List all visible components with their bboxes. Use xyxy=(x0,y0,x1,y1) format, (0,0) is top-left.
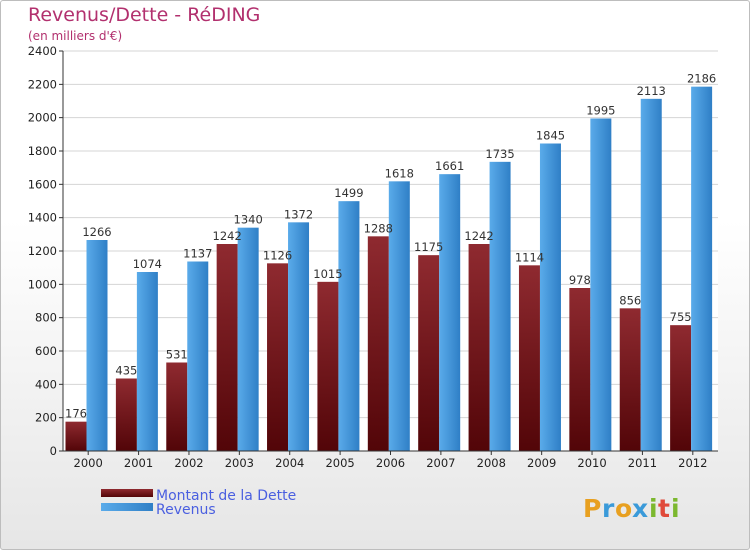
bar-dette xyxy=(367,236,389,451)
x-tick-label: 2005 xyxy=(325,456,354,470)
bar-revenus xyxy=(489,161,511,452)
x-tick-label: 2012 xyxy=(678,456,707,470)
chart-subtitle: (en milliers d'€) xyxy=(28,29,123,43)
data-label-dette: 1015 xyxy=(313,267,342,281)
legend-label-revenus: Revenus xyxy=(156,502,216,518)
y-tick-label: 1000 xyxy=(28,277,57,291)
y-tick-label: 2200 xyxy=(28,77,57,91)
x-tick-label: 2000 xyxy=(74,456,103,470)
data-label-revenus: 2186 xyxy=(687,72,716,86)
logo-letter: r xyxy=(602,494,615,523)
x-tick-label: 2011 xyxy=(628,456,657,470)
bar-revenus xyxy=(86,240,108,451)
y-tick-label: 2000 xyxy=(28,111,57,125)
bar-dette xyxy=(418,255,440,451)
data-label-revenus: 1618 xyxy=(385,166,414,180)
legend-label-debt: Montant de la Dette xyxy=(156,488,296,504)
bars xyxy=(65,86,713,452)
bar-dette xyxy=(65,421,87,451)
bar-revenus xyxy=(590,118,612,451)
bar-revenus xyxy=(338,201,360,451)
x-tick-label: 2008 xyxy=(477,456,506,470)
data-label-revenus: 1995 xyxy=(586,104,615,118)
bar-dette xyxy=(518,265,540,451)
data-label-revenus: 1340 xyxy=(234,213,263,227)
legend: Montant de la Dette Revenus xyxy=(101,488,296,518)
bar-dette xyxy=(317,281,339,451)
bar-revenus xyxy=(539,143,561,451)
bar-revenus xyxy=(640,98,662,451)
bar-dette xyxy=(468,244,490,451)
y-tick-label: 800 xyxy=(35,311,57,325)
data-label-revenus: 1499 xyxy=(334,186,363,200)
logo-letter: i xyxy=(649,494,658,523)
data-label-dette: 1126 xyxy=(263,248,292,262)
logo-letter: i xyxy=(671,494,680,523)
data-label-dette: 1242 xyxy=(213,229,242,243)
bar-dette xyxy=(115,378,137,451)
data-label-revenus: 1266 xyxy=(82,225,111,239)
logo-letter: x xyxy=(632,494,648,523)
x-tick-label: 2010 xyxy=(577,456,606,470)
data-label-revenus: 1845 xyxy=(536,129,565,143)
bar-dette xyxy=(619,308,641,451)
data-label-dette: 978 xyxy=(569,273,591,287)
data-label-dette: 435 xyxy=(115,364,137,378)
data-label-revenus: 2113 xyxy=(637,84,666,98)
bar-dette xyxy=(267,263,289,451)
bar-revenus xyxy=(439,174,461,451)
logo-letter: P xyxy=(583,494,601,523)
data-label-dette: 1175 xyxy=(414,240,443,254)
y-tick-label: 600 xyxy=(35,344,57,358)
data-label-dette: 1242 xyxy=(464,229,493,243)
x-tick-label: 2002 xyxy=(174,456,203,470)
logo-letter: o xyxy=(615,494,632,523)
data-label-dette: 531 xyxy=(166,348,188,362)
legend-swatch-revenus xyxy=(101,503,153,511)
proxiti-logo: P r o x i t i xyxy=(583,494,680,523)
x-tick-label: 2009 xyxy=(527,456,556,470)
bar-revenus xyxy=(288,222,310,451)
y-tick-label: 1600 xyxy=(28,177,57,191)
data-label-dette: 1288 xyxy=(364,221,393,235)
legend-swatch-debt xyxy=(101,489,153,497)
x-axis: 2000 2001 2002 2003 2004 2005 2006 2007 2008 2009… xyxy=(63,450,718,470)
bar-revenus xyxy=(388,181,410,452)
bar-dette xyxy=(216,244,238,451)
chart-title: Revenus/Dette - RéDING xyxy=(28,4,261,26)
y-tick-label: 1800 xyxy=(28,144,57,158)
x-tick-label: 2006 xyxy=(376,456,405,470)
bar-dette xyxy=(670,325,692,451)
data-label-revenus: 1735 xyxy=(485,147,514,161)
bar-revenus xyxy=(136,272,158,451)
x-tick-label: 2004 xyxy=(275,456,304,470)
y-tick-label: 1400 xyxy=(28,211,57,225)
x-tick-label: 2003 xyxy=(225,456,254,470)
y-tick-label: 400 xyxy=(35,377,57,391)
data-labels: 1761266435107453111371242134011261372101… xyxy=(65,72,716,421)
bar-revenus xyxy=(187,261,209,451)
x-tick-label: 2007 xyxy=(426,456,455,470)
y-axis: 0 200 400 600 800 1000 1200 1400 1600 1800 2000 220… xyxy=(28,44,64,458)
bar-dette xyxy=(569,288,591,451)
y-tick-label: 200 xyxy=(35,411,57,425)
data-label-dette: 176 xyxy=(65,407,87,421)
data-label-dette: 856 xyxy=(619,293,641,307)
data-label-dette: 1114 xyxy=(515,250,544,264)
data-label-revenus: 1137 xyxy=(183,247,212,261)
bar-revenus xyxy=(691,86,713,452)
data-label-dette: 755 xyxy=(670,310,692,324)
y-tick-label: 2400 xyxy=(28,44,57,58)
x-tick-label: 2001 xyxy=(124,456,153,470)
bar-dette xyxy=(166,362,188,451)
y-tick-label: 0 xyxy=(50,444,57,458)
logo-letter: t xyxy=(658,494,670,523)
y-tick-label: 1200 xyxy=(28,244,57,258)
data-label-revenus: 1372 xyxy=(284,207,313,221)
data-label-revenus: 1661 xyxy=(435,159,464,173)
bar-revenus xyxy=(237,227,259,451)
data-label-revenus: 1074 xyxy=(133,257,162,271)
